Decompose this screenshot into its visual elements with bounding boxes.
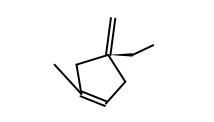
Polygon shape (108, 53, 133, 57)
